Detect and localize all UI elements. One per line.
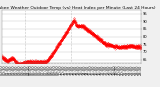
Title: Milwaukee Weather Outdoor Temp (vs) Heat Index per Minute (Last 24 Hours): Milwaukee Weather Outdoor Temp (vs) Heat… <box>0 6 156 10</box>
